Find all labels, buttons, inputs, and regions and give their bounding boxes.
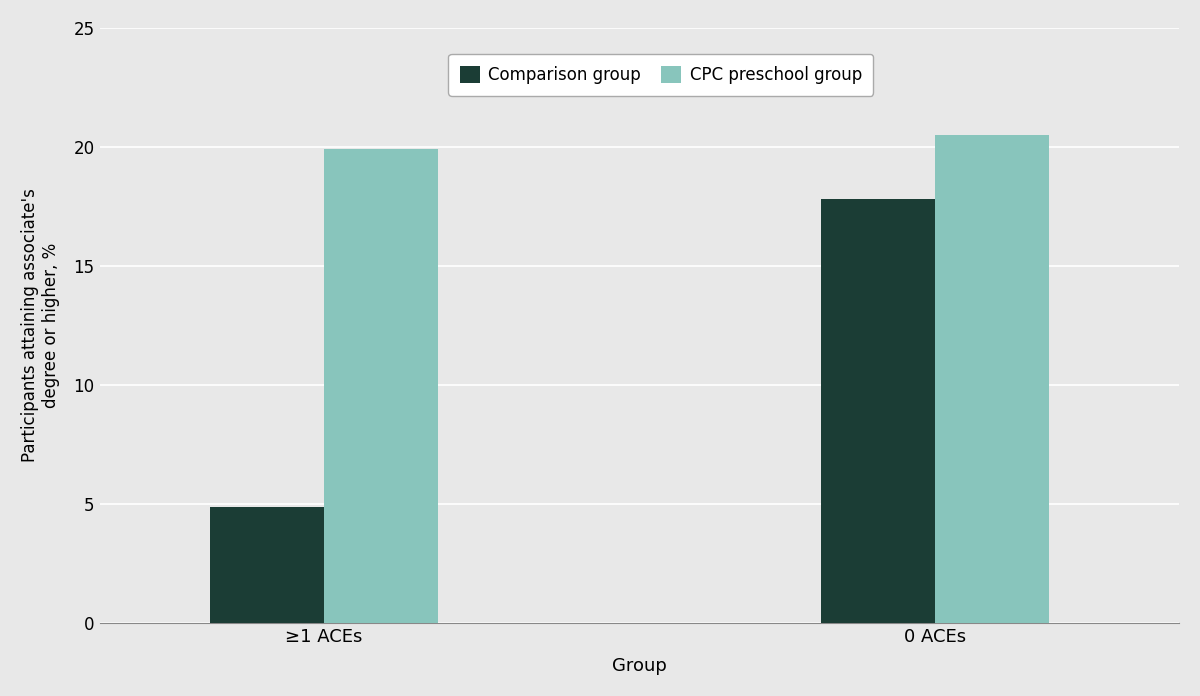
Y-axis label: Participants attaining associate's
degree or higher, %: Participants attaining associate's degre… [20, 189, 60, 462]
Bar [324, 149, 438, 623]
X-axis label: Group: Group [612, 657, 667, 675]
Bar [821, 199, 935, 623]
Legend: Comparison group, CPC preschool group: Comparison group, CPC preschool group [449, 54, 874, 95]
Bar [210, 507, 324, 623]
Bar [935, 135, 1049, 623]
